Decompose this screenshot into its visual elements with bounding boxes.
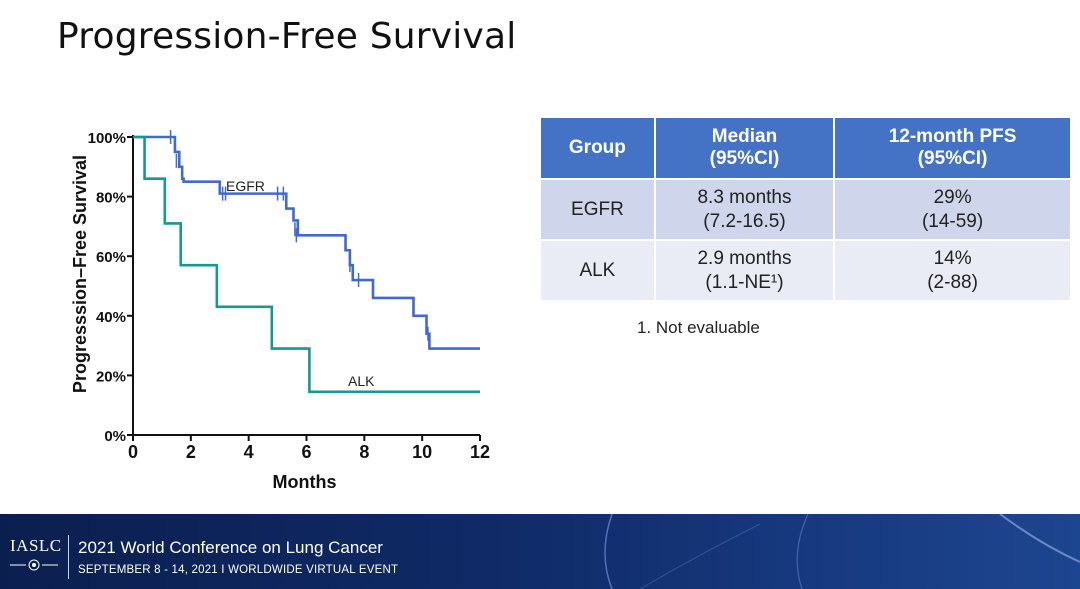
conference-subtitle: SEPTEMBER 8 - 14, 2021 I WORLDWIDE VIRTU… [78, 564, 399, 576]
y-tick-label: 0% [104, 428, 126, 445]
x-tick-label: 6 [301, 442, 311, 462]
x-tick-label: 0 [128, 442, 138, 462]
iaslc-emblem-icon [10, 559, 58, 571]
series-label-egfr: EGFR [226, 178, 265, 194]
table-row: EGFR 8.3 months (7.2-16.5) 29% (14-59) [541, 178, 1070, 240]
conference-title: 2021 World Conference on Lung Cancer [78, 538, 383, 557]
header-12-month-pfs: 12-month PFS (95%CI) [834, 118, 1070, 179]
y-tick-label: 60% [96, 249, 126, 266]
pfs-summary-table: Group Median (95%CI) 12-month PFS (95%CI) … [541, 118, 1070, 300]
cell-group: ALK [541, 239, 656, 300]
x-tick-label: 10 [412, 442, 432, 462]
footnote: 1. Not evaluable [637, 318, 760, 337]
footer-divider [68, 535, 69, 579]
x-axis-title: Months [273, 472, 337, 492]
header-group: Group [541, 118, 656, 179]
y-tick-label: 40% [96, 309, 126, 326]
table-header-row: Group Median (95%CI) 12-month PFS (95%CI) [541, 118, 1070, 179]
y-tick-label: 80% [96, 190, 126, 207]
cell-pfs: 29% (14-59) [834, 178, 1070, 240]
conference-footer: IASLC 2021 World Conference on Lung Canc… [0, 514, 1080, 589]
x-tick-label: 12 [470, 442, 490, 462]
series-line-alk [133, 135, 480, 394]
cell-median: 2.9 months (1.1-NE¹) [654, 239, 836, 300]
x-tick-label: 8 [359, 442, 369, 462]
page-title: Progression-Free Survival [57, 16, 517, 57]
header-median: Median (95%CI) [654, 118, 836, 179]
series-line-egfr [133, 135, 480, 350]
km-chart: 0% 20% 40% 60% 80% 100% 0 2 4 6 8 10 12 Months Progres… [70, 130, 490, 492]
y-tick-label: 100% [88, 130, 126, 147]
table-row: ALK 2.9 months (1.1-NE¹) 14% (2-88) [541, 239, 1070, 300]
cell-group: EGFR [541, 178, 656, 240]
footer-decoration [604, 514, 1080, 589]
x-tick-label: 4 [244, 442, 254, 462]
series-label-alk: ALK [348, 373, 375, 389]
y-tick-label: 20% [96, 368, 126, 385]
cell-median: 8.3 months (7.2-16.5) [654, 178, 836, 240]
y-axis-title: Progresssion–Free Survival [70, 155, 90, 393]
cell-pfs: 14% (2-88) [834, 239, 1070, 300]
x-tick-label: 2 [186, 442, 196, 462]
iaslc-logo-text: IASLC [10, 536, 62, 555]
